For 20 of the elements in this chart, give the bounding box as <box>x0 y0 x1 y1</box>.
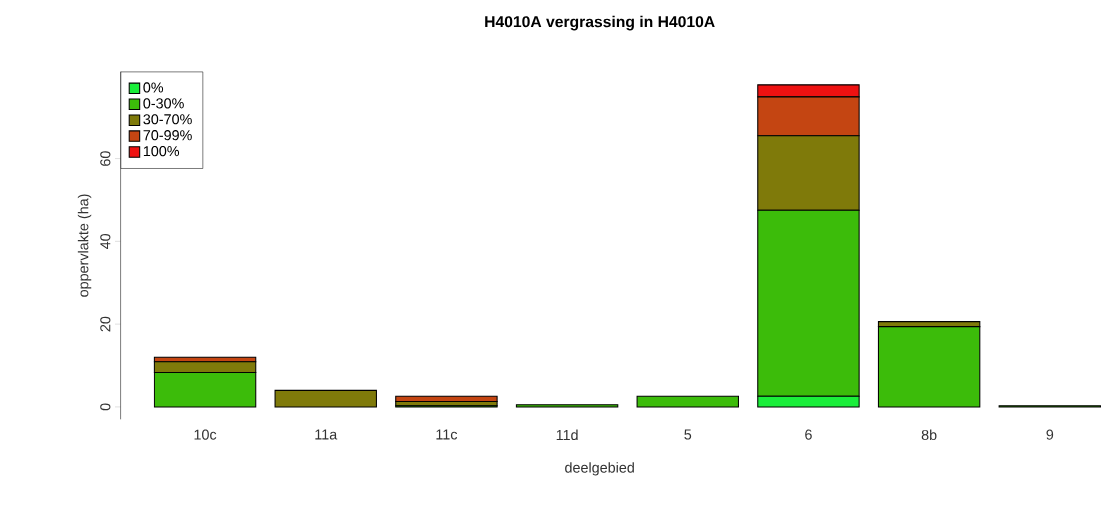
y-tick-label: 60 <box>100 151 111 167</box>
legend-label: 0% <box>143 82 164 93</box>
x-tick-label: 8b <box>921 429 937 441</box>
x-tick-label: 11a <box>315 429 338 440</box>
x-tick-label: 10c <box>194 429 217 440</box>
y-axis-title: oppervlakte (ha) <box>77 194 92 298</box>
x-tick-label: 6 <box>805 429 812 440</box>
x-tick-label: 9 <box>1046 429 1054 440</box>
chart-title: H4010A vergrassing in H4010A <box>485 15 715 31</box>
y-tick-label: 0 <box>100 403 111 411</box>
legend-label: 30-70% <box>143 114 192 125</box>
x-tick-label: 11d <box>556 429 578 441</box>
x-tick-label: 11c <box>436 429 458 440</box>
y-tick-label: 40 <box>100 234 111 250</box>
x-axis-title: deelgebied <box>565 462 634 476</box>
x-tick-label: 5 <box>684 429 692 440</box>
legend-label: 0-30% <box>143 98 184 109</box>
legend-label: 100% <box>143 146 180 157</box>
y-tick-label: 20 <box>100 316 111 332</box>
legend-label: 70-99% <box>143 130 192 141</box>
